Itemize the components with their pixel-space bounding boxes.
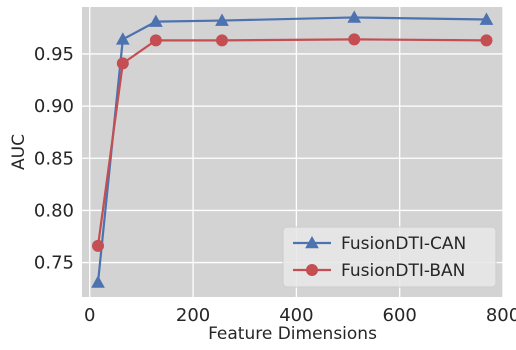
data-point: [91, 275, 105, 288]
x-tick-label: 600: [383, 305, 417, 326]
legend-item-1: FusionDTI-BAN: [293, 261, 465, 281]
legend-marker: [305, 235, 319, 249]
x-tick-label: 400: [279, 305, 313, 326]
data-point: [348, 33, 361, 46]
data-point: [215, 13, 229, 26]
legend-marker: [306, 264, 318, 276]
y-tick-label: 0.85: [34, 148, 74, 169]
legend-label: FusionDTI-CAN: [341, 234, 466, 254]
data-point: [115, 32, 130, 45]
legend-item-0: FusionDTI-CAN: [293, 234, 466, 254]
legend-label: FusionDTI-BAN: [341, 261, 465, 281]
legend: FusionDTI-CAN FusionDTI-BAN: [282, 226, 497, 288]
x-tick-label: 800: [486, 305, 516, 326]
series-0: [91, 10, 494, 288]
y-tick-label: 0.90: [34, 96, 74, 117]
x-tick-label: 200: [176, 305, 210, 326]
x-axis-ticks: 0 200 400 600 800: [84, 305, 516, 326]
data-point: [480, 34, 493, 47]
y-axis-title: AUC: [9, 134, 29, 170]
data-point: [149, 14, 163, 27]
data-point: [149, 34, 162, 47]
y-tick-label: 0.95: [34, 44, 74, 65]
y-tick-label: 0.80: [34, 200, 74, 221]
x-axis-title: Feature Dimensions: [208, 324, 377, 344]
legend-box: [282, 226, 497, 288]
series-line: [96, 16, 487, 283]
x-tick-label: 0: [84, 305, 95, 326]
y-tick-label: 0.75: [34, 253, 74, 274]
series-1: [92, 33, 493, 252]
series-line: [96, 38, 487, 247]
data-point: [347, 10, 362, 23]
data-point: [92, 239, 105, 252]
series-layer: [91, 10, 494, 288]
data-point: [479, 12, 494, 25]
y-axis-ticks: 0.75 0.80 0.85 0.90 0.95: [34, 44, 74, 274]
data-point: [116, 57, 129, 70]
data-point: [215, 34, 228, 47]
